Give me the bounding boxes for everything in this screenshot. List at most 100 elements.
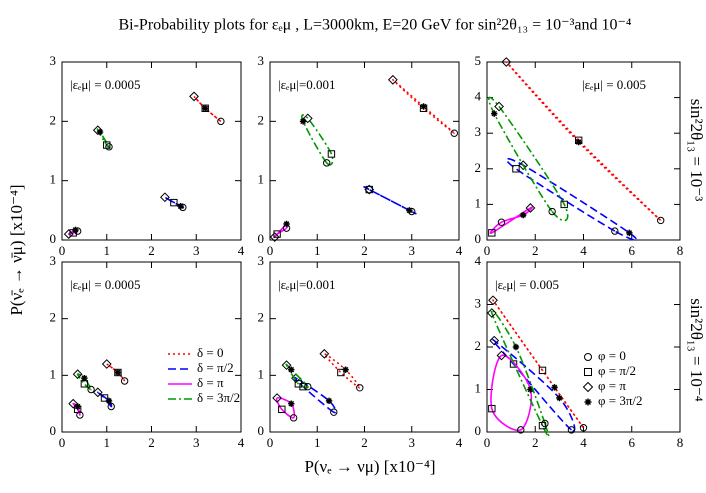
marker [538,366,547,375]
marker [217,117,225,126]
legend-label: δ = π [197,375,224,390]
panel-annotation: |εₑμ|=0.001 [278,77,336,92]
x-tick-label: 0 [484,243,491,258]
bi-probability-curve [285,363,309,389]
y-tick-label: 2 [50,112,57,127]
marker [302,113,313,124]
marker [323,159,331,167]
marker [551,384,558,391]
y-tick-label: 0 [475,231,482,246]
legend-label: φ = 3π/2 [598,393,643,408]
marker [517,426,525,434]
marker [582,381,594,393]
marker [496,350,507,361]
marker [87,385,95,394]
marker [584,368,592,376]
figure-title: Bi-Probability plots for εₑμ , L=3000km,… [118,17,631,34]
bi-probability-curve [72,402,81,416]
x-tick-label: 4 [580,435,587,450]
marker [288,366,295,373]
y-tick-label: 1 [475,380,482,395]
marker [100,394,109,402]
y-tick-label: 3 [475,295,482,310]
x-tick-label: 8 [677,435,684,450]
x-tick-label: 1 [104,435,111,450]
marker [272,393,282,403]
marker [538,421,547,430]
x-tick-label: 0 [267,435,274,450]
x-tick-label: 2 [148,243,155,258]
y-tick-label: 1 [475,195,482,210]
bi-probability-curve [491,338,576,432]
marker [525,203,536,213]
legend-label: φ = 0 [598,348,626,363]
marker [611,227,619,235]
marker [170,198,178,207]
y-tick-label: 0 [258,231,265,246]
marker [160,192,170,203]
marker [189,91,199,102]
bi-probability-curve [293,376,337,414]
x-tick-label: 2 [148,435,155,450]
marker [575,138,582,146]
x-tick-label: 8 [677,243,684,258]
marker [114,369,122,376]
marker [364,184,375,195]
x-tick-label: 4 [238,435,245,450]
marker [489,335,500,346]
marker [494,101,504,112]
y-tick-label: 4 [475,253,482,268]
marker [283,220,290,228]
legend-label: δ = π/2 [197,360,234,375]
marker [120,377,129,385]
marker [105,397,113,405]
marker [327,150,336,158]
marker [488,295,498,306]
panel-annotation: |εₑμ|=0.001 [278,277,336,292]
y-tick-label: 0 [258,423,265,438]
marker [560,200,568,209]
x-tick-label: 3 [193,243,200,258]
x-tick-label: 3 [409,243,416,258]
marker [509,360,518,368]
x-tick-label: 2 [361,243,368,258]
bi-probability-curve [301,114,334,166]
marker [519,211,527,219]
marker [294,380,303,388]
y-tick-label: 2 [475,338,482,353]
y-tick-label: 3 [258,53,265,68]
row-label: sin²2θ₁₃ = 10⁻³ [687,99,706,202]
y-tick-label: 3 [50,253,57,268]
marker [72,226,79,234]
marker [325,397,333,405]
y-tick-label: 2 [475,160,482,175]
x-tick-label: 0 [59,243,66,258]
marker [68,398,79,409]
marker [501,57,512,67]
marker [74,403,81,410]
marker [497,218,506,226]
bi-probability-curve [76,373,92,391]
marker [556,394,563,402]
row-label: sin²2θ₁₃ = 10⁻⁴ [687,298,706,401]
marker [202,105,209,112]
x-tick-label: 4 [580,243,587,258]
marker [541,419,549,428]
y-axis-label: P(ν̄ₑ → ν̄μ) [x10⁻⁴] [7,184,26,315]
legend-label: δ = 0 [197,345,223,360]
marker [584,398,592,406]
x-tick-label: 2 [532,435,539,450]
marker [488,229,496,237]
marker [177,202,184,210]
x-tick-label: 0 [484,435,491,450]
y-tick-label: 0 [50,423,57,438]
x-tick-label: 4 [456,435,463,450]
y-tick-label: 1 [50,366,57,381]
panel-annotation: |εₑμ| = 0.0005 [70,77,141,92]
y-tick-label: 5 [475,53,482,68]
marker [626,229,633,237]
marker [269,232,280,242]
x-tick-label: 3 [409,435,416,450]
marker [365,185,373,194]
marker [96,128,104,136]
